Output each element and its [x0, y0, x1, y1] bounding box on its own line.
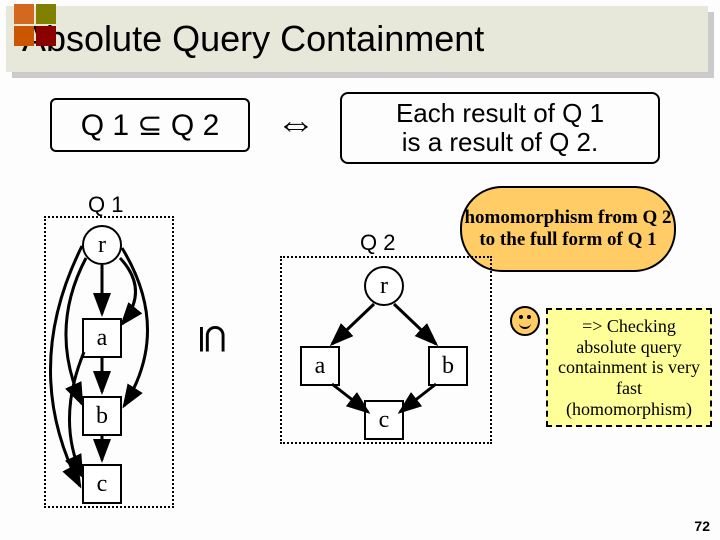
result-definition-box: Each result of Q 1 is a result of Q 2.	[340, 92, 660, 164]
block-2	[36, 4, 56, 24]
q2-node-b: b	[428, 346, 468, 386]
slide-header: Absolute Query Containment	[6, 6, 714, 78]
block-4	[36, 26, 56, 46]
q1-c-label: c	[97, 471, 108, 498]
conclusion-text: => Checking absolute query containment i…	[558, 316, 700, 419]
q2-node-a: a	[300, 346, 340, 386]
query-relation-box: Q 1 ⊆ Q 2	[50, 98, 250, 152]
block-1	[14, 4, 34, 24]
conclusion-box: => Checking absolute query containment i…	[546, 308, 712, 427]
q2-node-c: c	[364, 400, 404, 440]
homomorphism-text: homomorphism from Q 2 to the full form o…	[462, 207, 674, 251]
q2-node-r: r	[364, 266, 404, 306]
q2-a-label: a	[315, 353, 326, 380]
result-text: Each result of Q 1 is a result of Q 2.	[396, 99, 604, 156]
homomorphism-callout: homomorphism from Q 2 to the full form o…	[460, 186, 676, 272]
q1-r-label: r	[98, 232, 106, 259]
q1-node-r: r	[82, 225, 122, 265]
slide-title: Absolute Query Containment	[22, 18, 484, 60]
q2-r-label: r	[380, 273, 388, 300]
q2-label: Q 2	[360, 230, 395, 256]
header-main: Absolute Query Containment	[6, 6, 708, 72]
subset-symbol: ⊆	[190, 322, 236, 356]
q1-node-a: a	[82, 318, 122, 358]
q1-label: Q 1	[88, 192, 123, 218]
header-decor-blocks	[14, 4, 58, 46]
q2-c-label: c	[379, 407, 390, 434]
block-3	[14, 26, 34, 46]
q1-a-label: a	[97, 325, 108, 352]
q1-b-label: b	[96, 403, 108, 430]
q2-b-label: b	[442, 353, 454, 380]
query-relation-text: Q 1 ⊆ Q 2	[81, 108, 220, 143]
smiley-icon	[510, 306, 540, 336]
iff-symbol: ⇔	[276, 102, 316, 147]
q1-node-b: b	[82, 396, 122, 436]
page-number: 72	[694, 518, 710, 534]
q1-node-c: c	[82, 464, 122, 504]
